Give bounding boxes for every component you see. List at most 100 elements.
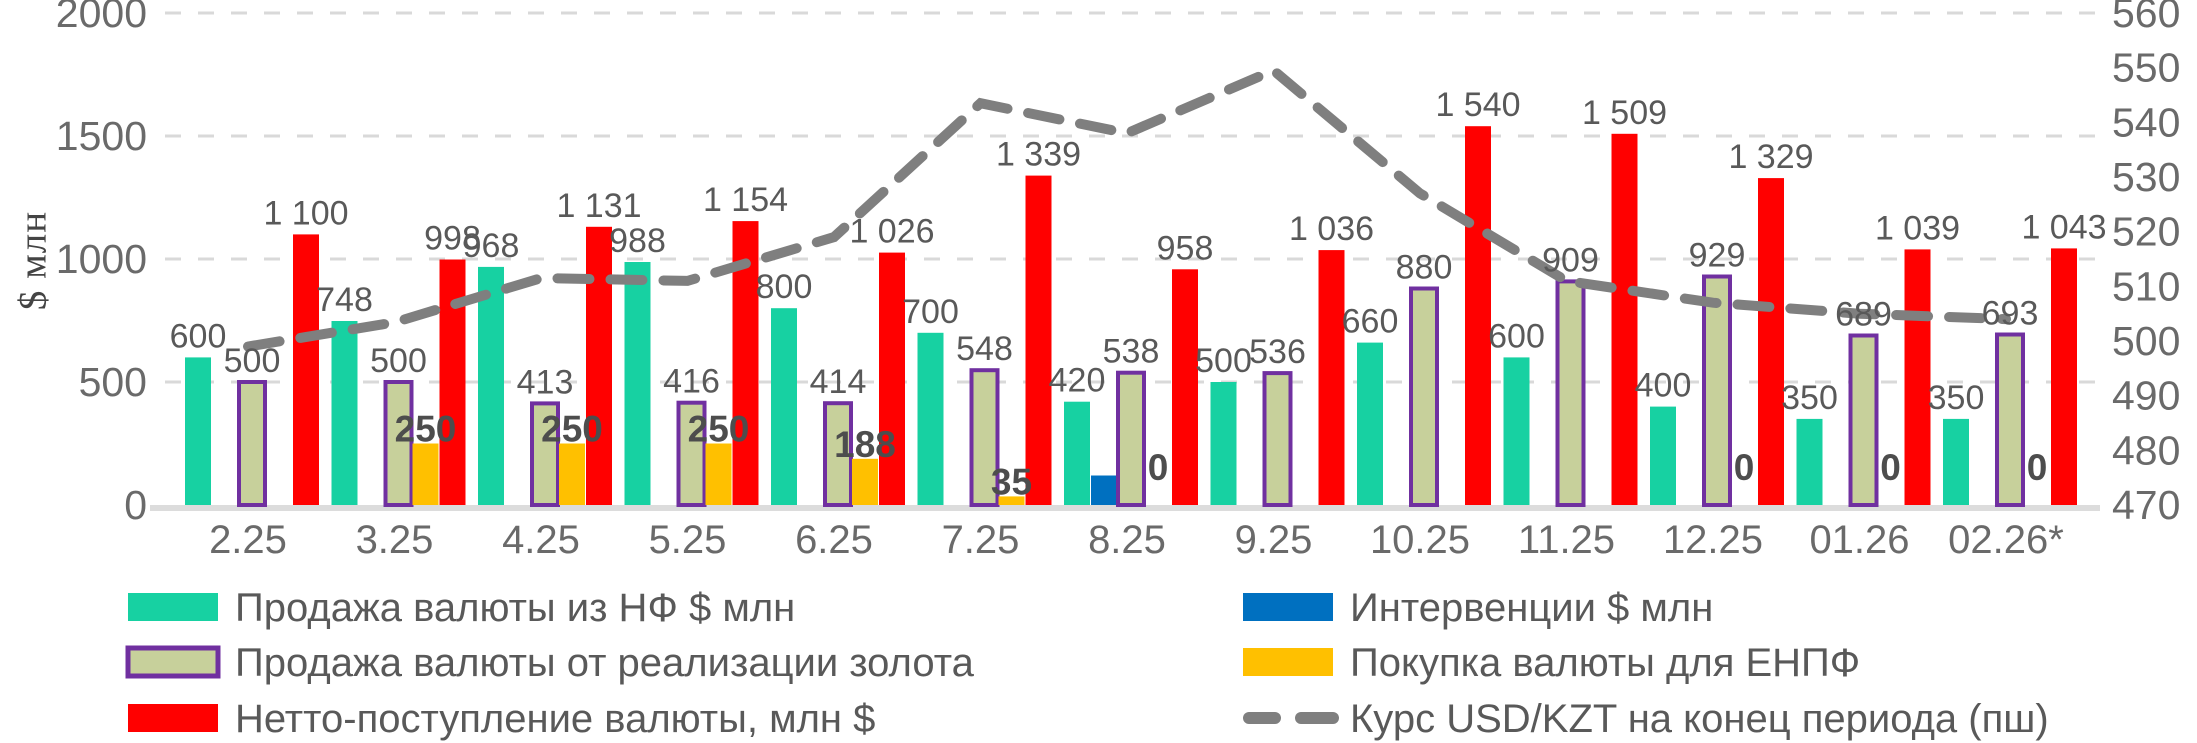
bar-value-label: 538 — [1103, 333, 1160, 371]
bar-value-label: 880 — [1396, 249, 1453, 287]
x-axis-label: 02.26* — [1948, 518, 2064, 562]
legend-swatch — [1243, 648, 1333, 676]
bar-value-label: 700 — [902, 293, 959, 331]
bar-value-label: 1 039 — [1875, 209, 1960, 247]
bar — [852, 458, 878, 505]
bar — [879, 252, 905, 505]
x-axis-label: 9.25 — [1235, 518, 1313, 562]
bar-value-label-bold: 0 — [1734, 447, 1755, 488]
bar-value-label-bold: 250 — [688, 409, 750, 450]
legend-swatch — [128, 704, 218, 732]
bar — [1555, 279, 1586, 507]
bar-value-label: 350 — [1781, 379, 1838, 417]
right-axis-tick: 500 — [2112, 318, 2180, 364]
bar-value-label-bold: 0 — [1148, 447, 1169, 488]
bar — [1650, 406, 1676, 505]
x-axis-label: 2.25 — [209, 518, 287, 562]
bar — [1611, 133, 1638, 506]
bar-value-label-bold: 0 — [2027, 447, 2048, 488]
bar — [771, 308, 797, 505]
bar — [1503, 357, 1530, 505]
bar — [1995, 332, 2025, 507]
left-axis-tick: 500 — [79, 359, 147, 405]
bar-value-label: 1 036 — [1289, 210, 1374, 248]
x-axis-label: 5.25 — [649, 518, 727, 562]
bar — [1848, 333, 1879, 507]
bar — [1357, 342, 1383, 505]
bar — [917, 332, 944, 505]
bar-value-label: 600 — [1488, 317, 1545, 355]
bar — [331, 321, 358, 505]
legend-swatch — [1243, 593, 1333, 621]
left-axis-tick: 1000 — [56, 236, 147, 282]
bar-value-label: 420 — [1049, 362, 1106, 400]
bar-value-label: 1 339 — [996, 136, 1081, 174]
bar-value-label: 929 — [1689, 236, 1746, 274]
right-axis-tick: 470 — [2112, 482, 2180, 528]
bar — [1318, 250, 1345, 505]
x-axis-label: 12.25 — [1663, 518, 1763, 562]
bar — [2051, 248, 2077, 505]
bar — [530, 401, 560, 507]
bar — [586, 226, 612, 506]
bar — [478, 266, 504, 505]
bar — [237, 380, 267, 507]
bar — [823, 401, 853, 508]
bar-value-label-bold: 250 — [395, 409, 457, 450]
legend-label: Продажа валюты из НФ $ млн — [235, 586, 795, 630]
x-axis-label: 10.25 — [1370, 518, 1470, 562]
bar-value-label-bold: 0 — [1880, 447, 1901, 488]
bar — [1210, 382, 1237, 505]
bar-value-label-bold: 35 — [991, 461, 1032, 502]
bar-value-label: 689 — [1835, 296, 1892, 334]
bar-value-label: 1 131 — [556, 187, 641, 225]
bar — [705, 443, 732, 505]
bar-value-label: 1 509 — [1582, 94, 1667, 132]
bar-value-label: 500 — [224, 342, 281, 380]
bar-value-label: 1 154 — [703, 181, 788, 219]
bar — [1064, 401, 1090, 505]
bar-value-label: 548 — [956, 330, 1013, 368]
bar-value-label: 748 — [316, 281, 373, 319]
right-axis-tick: 510 — [2112, 263, 2180, 309]
x-axis-label: 11.25 — [1518, 518, 1615, 562]
legend-swatch — [128, 593, 218, 621]
legend-label: Продажа валюты от реализации золота — [235, 641, 975, 685]
right-axis-tick: 520 — [2112, 209, 2180, 255]
bar — [439, 259, 466, 505]
left-axis-tick: 2000 — [56, 0, 147, 36]
bar-value-label: 413 — [517, 363, 574, 401]
bar-value-label: 1 100 — [263, 194, 348, 232]
left-axis-tick: 1500 — [56, 113, 147, 159]
x-axis-label: 7.25 — [942, 518, 1020, 562]
bar-value-label: 988 — [609, 222, 666, 260]
bar-value-label: 968 — [463, 227, 520, 265]
bar — [1465, 126, 1491, 505]
legend-label: Покупка валюты для ЕНПФ — [1350, 641, 1860, 685]
bar — [1702, 274, 1732, 507]
bar — [1758, 178, 1784, 505]
x-axis-label: 01.26 — [1809, 518, 1909, 562]
x-axis-label: 3.25 — [356, 518, 434, 562]
bar — [1796, 418, 1823, 505]
bar-value-label: 958 — [1157, 229, 1214, 267]
x-axis-label: 8.25 — [1088, 518, 1166, 562]
bar-value-label: 1 329 — [1728, 138, 1813, 176]
bar — [1262, 371, 1293, 507]
bar-value-label: 350 — [1928, 379, 1985, 417]
bar-value-label: 1 043 — [2021, 208, 2106, 246]
x-axis-label: 6.25 — [795, 518, 873, 562]
bar — [185, 357, 211, 505]
bar-value-label: 500 — [370, 342, 427, 380]
legend-swatch — [125, 645, 221, 679]
legend-label: Курс USD/KZT на конец периода (пш) — [1350, 697, 2049, 741]
right-axis-tick: 530 — [2112, 154, 2180, 200]
bar — [1025, 175, 1052, 505]
right-axis-tick: 490 — [2112, 373, 2180, 419]
legend-label: Нетто-поступление валюты, млн $ — [235, 697, 875, 741]
bar — [1904, 249, 1931, 505]
bar-value-label: 536 — [1249, 333, 1306, 371]
bar-value-label: 998 — [424, 219, 481, 257]
